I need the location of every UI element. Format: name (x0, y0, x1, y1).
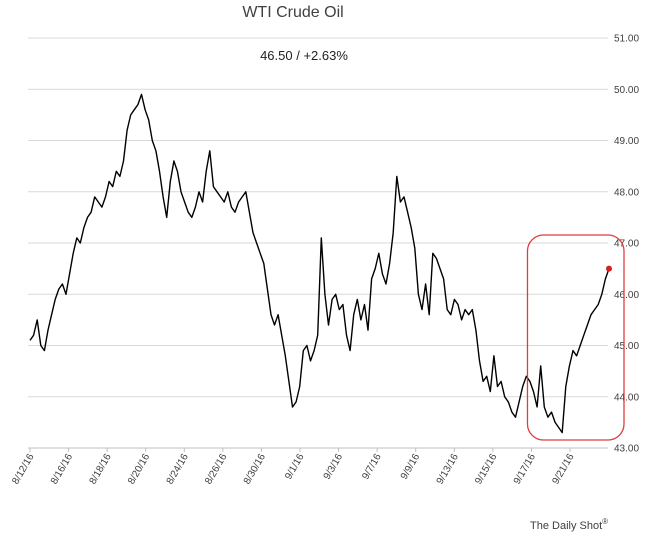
credit-mark: ® (602, 517, 608, 526)
x-tick-label: 8/24/16 (165, 452, 191, 487)
x-tick-label: 9/1/16 (283, 452, 307, 482)
highlight-box (526, 234, 625, 441)
y-tick-label: 51.00 (614, 34, 639, 45)
x-tick-label: 9/17/16 (512, 452, 538, 487)
x-tick-label: 8/26/16 (203, 452, 229, 487)
x-tick-label: 8/18/16 (88, 452, 114, 487)
x-tick-label: 8/20/16 (126, 452, 152, 487)
x-axis-ticks: 8/12/16 8/16/16 8/18/16 8/20/16 8/24/16 8/26/… (10, 448, 577, 487)
y-tick-label: 50.00 (614, 85, 639, 96)
y-tick-label: 43.00 (614, 444, 639, 455)
x-tick-label: 9/9/16 (399, 452, 423, 482)
y-tick-label: 48.00 (614, 187, 639, 198)
y-axis-ticks: 43.00 44.00 45.00 46.00 47.00 48.00 49.00 50.00… (614, 34, 639, 455)
x-tick-label: 9/7/16 (360, 452, 384, 482)
last-point-marker (606, 265, 612, 272)
x-tick-label: 8/30/16 (242, 452, 268, 487)
x-tick-label: 9/13/16 (435, 452, 461, 487)
y-tick-label: 44.00 (614, 392, 639, 403)
x-tick-label: 9/21/16 (550, 452, 576, 487)
chart-title: WTI Crude Oil (242, 4, 343, 21)
y-tick-label: 46.00 (614, 290, 639, 301)
credit-label: The Daily Shot (530, 520, 602, 532)
y-tick-label: 49.00 (614, 136, 639, 147)
x-tick-label: 8/16/16 (49, 452, 75, 487)
x-tick-label: 8/12/16 (10, 452, 36, 487)
credit-text: The Daily Shot® (530, 517, 608, 532)
x-tick-label: 9/15/16 (473, 452, 499, 487)
gridlines (28, 37, 608, 449)
x-tick-label: 9/3/16 (322, 452, 346, 482)
y-tick-label: 45.00 (614, 341, 639, 352)
y-tick-label: 47.00 (614, 239, 639, 250)
chart-subtitle: 46.50 / +2.63% (260, 48, 348, 63)
series-line (29, 93, 610, 434)
